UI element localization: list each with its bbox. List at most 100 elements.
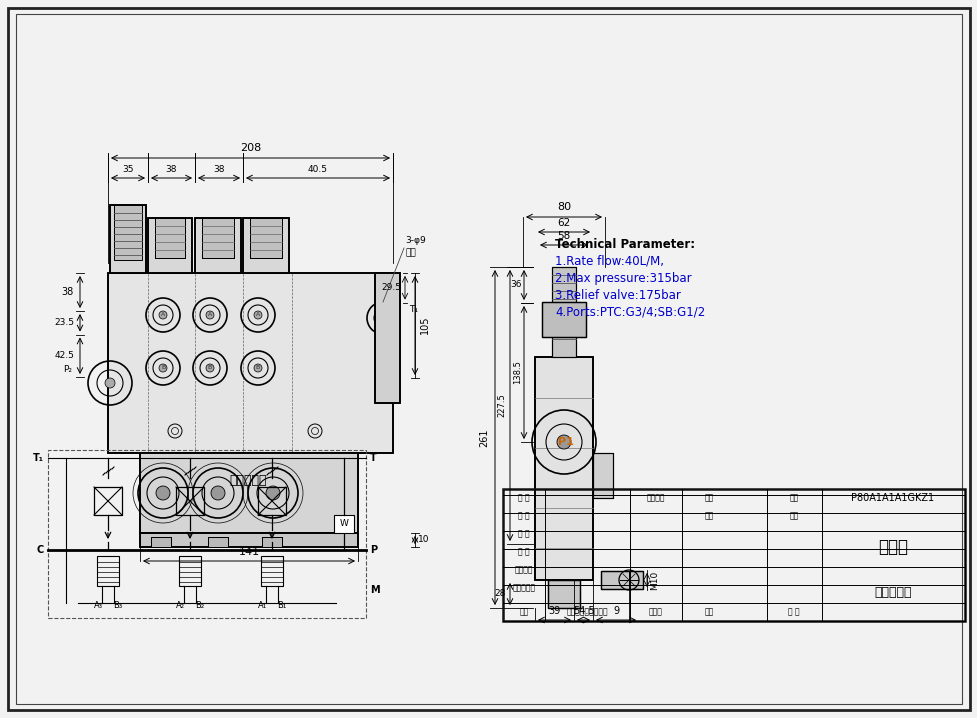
Bar [94, 487, 122, 515]
Bar [502, 489, 964, 621]
Text: T₁: T₁ [408, 305, 417, 314]
Bar [250, 218, 281, 258]
Bar [592, 453, 613, 498]
Text: 38: 38 [62, 287, 74, 297]
Text: 外型尺寸图: 外型尺寸图 [873, 587, 911, 600]
Bar [107, 273, 393, 453]
Text: 4.Ports:PTC:G3/4;SB:G1/2: 4.Ports:PTC:G3/4;SB:G1/2 [554, 306, 704, 319]
Circle shape [254, 311, 262, 319]
Bar [262, 537, 281, 547]
Text: 重量: 重量 [703, 493, 713, 503]
Text: 261: 261 [479, 428, 488, 447]
Text: 重量: 重量 [703, 511, 713, 521]
Bar [148, 218, 191, 273]
Text: M: M [369, 585, 379, 595]
Text: P: P [369, 545, 377, 555]
Text: 比例: 比例 [788, 493, 798, 503]
Bar [551, 267, 575, 357]
Bar [547, 580, 579, 608]
Bar [242, 218, 289, 273]
Text: 42.5: 42.5 [54, 351, 74, 360]
Bar [109, 205, 146, 273]
Text: 54.5: 54.5 [573, 606, 594, 616]
Text: 标记: 标记 [519, 607, 529, 617]
Text: A₂: A₂ [175, 601, 185, 610]
Bar [150, 537, 171, 547]
Text: 9: 9 [613, 606, 618, 616]
Bar [97, 556, 119, 586]
Bar [202, 218, 234, 258]
Text: 日用: 日用 [703, 607, 713, 617]
Bar [601, 571, 642, 589]
Text: 80: 80 [556, 202, 571, 212]
Text: B: B [208, 365, 212, 370]
Bar [374, 273, 400, 403]
Bar [109, 205, 146, 273]
Text: 10: 10 [417, 536, 429, 544]
Circle shape [105, 378, 115, 388]
Bar [534, 357, 592, 580]
Circle shape [254, 364, 262, 372]
Bar [194, 218, 240, 273]
Text: 28: 28 [494, 589, 505, 599]
Text: 29.5: 29.5 [381, 284, 401, 292]
Bar [208, 537, 228, 547]
Circle shape [266, 486, 279, 500]
Text: 138.5: 138.5 [513, 360, 522, 384]
Text: A: A [256, 312, 260, 317]
Circle shape [206, 364, 214, 372]
Bar [107, 273, 393, 453]
Bar [250, 218, 281, 258]
Text: W: W [339, 520, 348, 528]
Bar [194, 218, 240, 273]
Bar [150, 537, 171, 547]
Text: 装 计: 装 计 [518, 493, 530, 503]
Bar [140, 453, 358, 533]
Bar [154, 218, 185, 258]
Circle shape [557, 435, 571, 449]
Text: 40.5: 40.5 [308, 165, 327, 174]
Bar [601, 571, 642, 589]
Text: 工艺检查: 工艺检查 [514, 566, 532, 574]
Text: 更改内容或依据索引: 更改内容或依据索引 [566, 607, 607, 617]
Text: 审 核: 审 核 [787, 607, 799, 617]
Text: P1: P1 [558, 437, 573, 447]
Text: B: B [160, 365, 165, 370]
Bar [334, 515, 354, 533]
Bar [114, 205, 142, 260]
Bar [148, 218, 191, 273]
Text: 3.Relief valve:175bar: 3.Relief valve:175bar [554, 289, 680, 302]
Text: P80A1A1A1GKZ1: P80A1A1A1GKZ1 [851, 493, 934, 503]
Bar [202, 218, 234, 258]
Bar [547, 580, 579, 608]
Bar [154, 218, 185, 258]
Text: 38: 38 [213, 165, 225, 174]
Text: 2.Max pressure:315bar: 2.Max pressure:315bar [554, 272, 691, 285]
Text: 39: 39 [548, 606, 560, 616]
Bar [262, 537, 281, 547]
Text: 62: 62 [557, 218, 570, 228]
Text: A₃: A₃ [94, 601, 103, 610]
Bar [242, 218, 289, 273]
Text: A₁: A₁ [257, 601, 267, 610]
Bar [176, 487, 204, 515]
Text: 58: 58 [557, 231, 570, 241]
Text: 141: 141 [238, 547, 259, 557]
Text: B₂: B₂ [195, 601, 204, 610]
Text: 208: 208 [239, 143, 261, 153]
Bar [140, 453, 358, 533]
Text: B: B [256, 365, 260, 370]
Text: C: C [37, 545, 44, 555]
Text: B₃: B₃ [113, 601, 122, 610]
Text: T: T [369, 453, 376, 463]
Text: 227.5: 227.5 [496, 393, 505, 417]
Circle shape [156, 486, 170, 500]
Circle shape [206, 311, 214, 319]
Text: 标准化检查: 标准化检查 [512, 584, 535, 592]
Text: 通孔: 通孔 [404, 248, 415, 258]
Bar [179, 556, 201, 586]
Text: 校 对: 校 对 [518, 548, 530, 556]
Text: 105: 105 [419, 316, 430, 335]
Text: 多路阀: 多路阀 [877, 538, 907, 556]
Text: T₁: T₁ [33, 453, 44, 463]
